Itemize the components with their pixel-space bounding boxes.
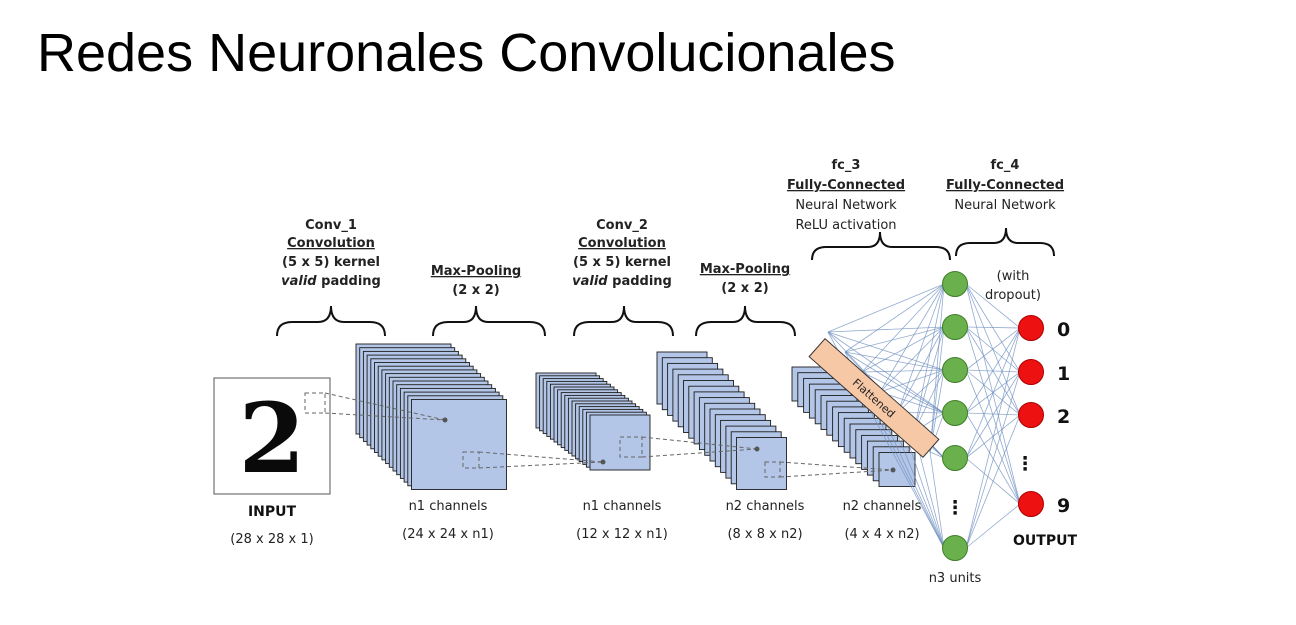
output-class-0: 0 bbox=[1057, 319, 1070, 341]
pool2-heading: Max-Pooling (2 x 2) bbox=[700, 262, 790, 296]
conv1-kernel: (5 x 5) kernel bbox=[282, 255, 380, 270]
conv2-map bbox=[736, 437, 787, 490]
conv2-brace bbox=[573, 305, 674, 337]
pool2-map bbox=[878, 452, 916, 487]
dropout-line-2: dropout) bbox=[985, 288, 1041, 303]
fc4-desc: Neural Network bbox=[954, 198, 1056, 213]
fc3-units-label: n3 units bbox=[929, 571, 982, 586]
conv1-name: Conv_1 bbox=[305, 218, 357, 233]
input-digit-glyph: 2 bbox=[239, 382, 306, 495]
conv2-heading: Conv_2 Convolution (5 x 5) kernel valid … bbox=[572, 218, 672, 289]
output-class-1: 1 bbox=[1057, 363, 1070, 385]
fc3-node bbox=[942, 445, 968, 471]
conv2-padding: valid padding bbox=[572, 274, 672, 289]
pool1-type: Max-Pooling bbox=[431, 264, 521, 279]
conv2-name: Conv_2 bbox=[596, 218, 648, 233]
output-node bbox=[1018, 402, 1044, 428]
pool1-feature-maps bbox=[535, 372, 651, 471]
conv1-feature-maps bbox=[355, 343, 507, 490]
pool2-feature-maps bbox=[791, 366, 916, 487]
output-node bbox=[1018, 359, 1044, 385]
pool2-out-label: n2 channels bbox=[843, 499, 922, 514]
output-node bbox=[1018, 491, 1044, 517]
conv1-heading: Conv_1 Convolution (5 x 5) kernel valid … bbox=[281, 218, 381, 289]
pool1-heading: Max-Pooling (2 x 2) bbox=[431, 264, 521, 298]
fc3-heading: fc_3 Fully-Connected Neural Network ReLU… bbox=[787, 158, 905, 233]
conv1-out-label: n1 channels bbox=[409, 499, 488, 514]
conv2-feature-maps bbox=[656, 351, 787, 490]
fc4-name: fc_4 bbox=[991, 158, 1020, 173]
output-class-ellipsis: ⋮ bbox=[1016, 453, 1035, 475]
fc3-activation: ReLU activation bbox=[795, 218, 896, 233]
conv2-type: Convolution bbox=[578, 236, 666, 251]
fc3-desc: Neural Network bbox=[795, 198, 897, 213]
fc3-nodes bbox=[942, 271, 968, 561]
fc3-node bbox=[942, 271, 968, 297]
conv2-out-dims: (8 x 8 x n2) bbox=[727, 527, 802, 542]
conv2-kernel: (5 x 5) kernel bbox=[573, 255, 671, 270]
pool1-size: (2 x 2) bbox=[452, 283, 499, 298]
pool2-size: (2 x 2) bbox=[721, 281, 768, 296]
fc3-node bbox=[942, 535, 968, 561]
receptive-field-lines bbox=[324, 392, 896, 478]
slide-title: Redes Neuronales Convolucionales bbox=[37, 23, 896, 83]
hidden-ellipsis: ⋮ bbox=[946, 497, 965, 519]
fc4-type: Fully-Connected bbox=[946, 178, 1064, 193]
input-image: 2 bbox=[213, 377, 331, 495]
conv2-out-label: n2 channels bbox=[726, 499, 805, 514]
output-class-2: 2 bbox=[1057, 406, 1070, 428]
input-kernel-window bbox=[304, 392, 326, 414]
pool1-out-label: n1 channels bbox=[583, 499, 662, 514]
fc4-brace bbox=[955, 227, 1055, 257]
braces bbox=[276, 227, 1055, 337]
conv1-map bbox=[411, 399, 507, 490]
fc3-brace bbox=[811, 231, 951, 261]
fc3-node bbox=[942, 400, 968, 426]
fc3-node bbox=[942, 314, 968, 340]
output-nodes bbox=[1018, 315, 1044, 517]
output-label: OUTPUT bbox=[1013, 533, 1077, 549]
conv1-type: Convolution bbox=[287, 236, 375, 251]
dropout-line-1: (with bbox=[997, 269, 1030, 284]
pool2-out-dims: (4 x 4 x n2) bbox=[844, 527, 919, 542]
output-node bbox=[1018, 315, 1044, 341]
input-label: INPUT bbox=[248, 504, 297, 520]
conv1-brace bbox=[276, 305, 386, 337]
fc4-heading: fc_4 Fully-Connected Neural Network bbox=[946, 158, 1064, 213]
input-dims: (28 x 28 x 1) bbox=[230, 532, 313, 547]
pool1-brace bbox=[432, 305, 546, 337]
pool2-type: Max-Pooling bbox=[700, 262, 790, 277]
pool1-out-dims: (12 x 12 x n1) bbox=[576, 527, 668, 542]
fc3-type: Fully-Connected bbox=[787, 178, 905, 193]
conv1-padding: valid padding bbox=[281, 274, 381, 289]
output-class-9: 9 bbox=[1057, 495, 1070, 517]
fc3-node bbox=[942, 357, 968, 383]
pool2-brace bbox=[695, 305, 796, 337]
fc3-name: fc_3 bbox=[832, 158, 861, 173]
conv1-out-dims: (24 x 24 x n1) bbox=[402, 527, 494, 542]
